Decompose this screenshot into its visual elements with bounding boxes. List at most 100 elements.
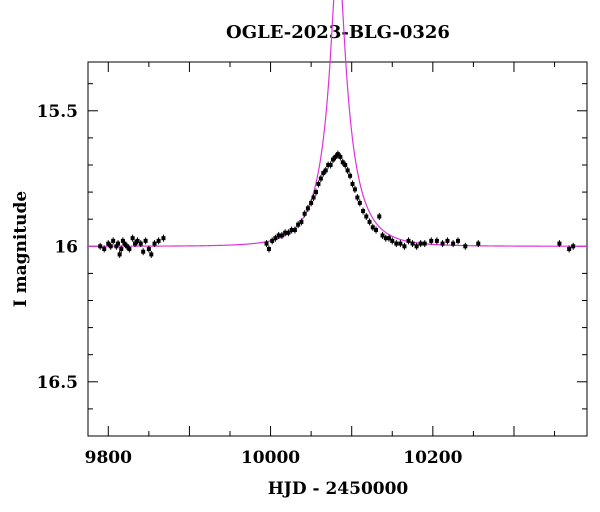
data-point — [434, 238, 439, 243]
data-point — [309, 200, 314, 205]
data-point — [377, 214, 382, 219]
data-point — [316, 181, 321, 186]
data-point — [374, 228, 379, 233]
data-point — [394, 241, 399, 246]
axis-ticks — [88, 62, 587, 437]
data-point — [296, 222, 301, 227]
data-point — [355, 195, 360, 200]
data-point — [311, 195, 316, 200]
data-point — [455, 238, 460, 243]
data-point — [299, 219, 304, 224]
y-tick-labels: 15.5 16 16.5 — [37, 102, 78, 393]
data-point — [440, 241, 445, 246]
data-point — [370, 225, 375, 230]
data-point — [313, 190, 318, 195]
data-point — [302, 211, 307, 216]
data-point — [326, 162, 331, 167]
data-point — [264, 241, 269, 246]
data-point — [333, 154, 338, 159]
data-point — [367, 219, 372, 224]
data-point — [141, 249, 146, 254]
data-point — [328, 162, 333, 167]
data-point — [567, 247, 572, 251]
data-point — [120, 238, 125, 243]
data-point — [335, 152, 340, 157]
data-point — [135, 238, 140, 243]
data-point — [117, 252, 122, 257]
data-point — [292, 228, 297, 233]
chart-title: OGLE-2023-BLG-0326 — [226, 22, 450, 43]
data-point — [387, 236, 392, 241]
data-point — [340, 160, 345, 165]
data-point — [571, 244, 576, 249]
data-point — [429, 238, 434, 243]
data-point — [161, 236, 166, 241]
model-curve — [87, 0, 587, 247]
data-point — [357, 200, 362, 205]
y-tick-label: 15.5 — [37, 102, 78, 122]
data-point — [146, 247, 151, 251]
data-point — [143, 238, 148, 243]
data-point — [338, 154, 343, 159]
data-point — [116, 241, 121, 246]
x-tick-label: 9800 — [85, 448, 132, 468]
data-point — [114, 244, 119, 249]
data-point — [138, 241, 143, 246]
data-point — [119, 247, 124, 251]
data-point — [286, 230, 291, 235]
data-point — [98, 244, 103, 249]
data-point — [361, 209, 366, 214]
data-point — [383, 236, 388, 241]
data-point — [343, 162, 348, 167]
y-tick-label: 16 — [54, 237, 78, 257]
data-point — [390, 238, 395, 243]
data-point — [451, 241, 456, 246]
data-point — [380, 233, 385, 238]
data-point — [321, 171, 326, 176]
data-point — [111, 238, 116, 243]
data-point — [279, 233, 284, 238]
data-point — [318, 176, 323, 181]
data-point — [348, 173, 353, 178]
data-point — [289, 228, 294, 233]
x-tick-label: 10200 — [403, 448, 462, 468]
data-point — [406, 238, 411, 243]
data-point — [398, 241, 403, 246]
data-point — [122, 241, 127, 246]
data-point — [402, 244, 407, 249]
data-point — [414, 244, 419, 249]
data-point — [345, 168, 350, 173]
data-point — [156, 238, 161, 243]
data-point — [152, 241, 157, 246]
y-axis-label: I magnitude — [11, 191, 31, 308]
x-tick-label: 10000 — [241, 448, 300, 468]
data-point — [418, 241, 423, 246]
data-point — [108, 244, 113, 249]
x-tick-labels: 9800 10000 10200 — [85, 448, 463, 468]
data-point — [476, 241, 481, 246]
data-point — [127, 247, 132, 251]
data-point — [102, 247, 107, 251]
data-point — [283, 230, 288, 235]
y-tick-label: 16.5 — [37, 373, 78, 393]
data-point — [364, 214, 369, 219]
data-point — [133, 241, 138, 246]
data-point — [352, 187, 357, 192]
data-point — [149, 252, 154, 257]
x-axis-label: HJD - 2450000 — [268, 479, 409, 499]
data-point — [557, 241, 562, 246]
data-point — [266, 247, 271, 251]
data-point — [445, 238, 450, 243]
data-point — [323, 168, 328, 173]
data-point — [130, 236, 135, 241]
data-point — [124, 244, 129, 249]
data-point — [410, 241, 415, 246]
data-point — [305, 206, 310, 211]
data-points — [98, 150, 576, 258]
data-point — [463, 244, 468, 249]
data-point — [331, 157, 336, 162]
data-point — [273, 236, 278, 241]
plot-frame — [87, 61, 588, 437]
data-point — [270, 238, 275, 243]
